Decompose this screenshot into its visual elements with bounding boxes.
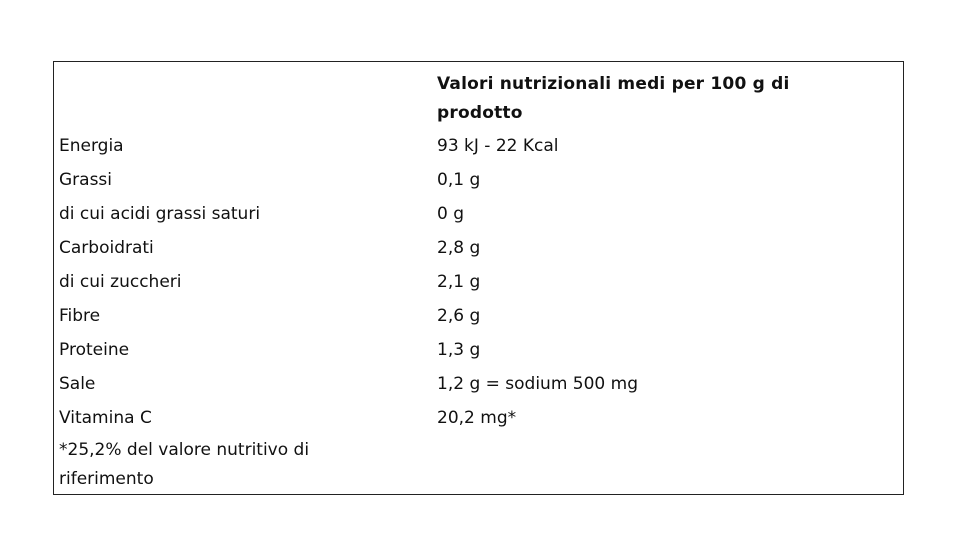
row-label-fibre: Fibre [59,306,101,326]
row-value-vitamina-c: 20,2 mg* [437,408,517,428]
row-label-grassi-saturi: di cui acidi grassi saturi [59,204,261,224]
row-label-proteine: Proteine [59,340,130,360]
row-label-carboidrati: Carboidrati [59,238,154,258]
footnote: *25,2% del valore nutritivo di riferimen… [59,440,310,489]
nutrition-table: Valori nutrizionali medi per 100 g di pr… [53,61,904,495]
row-label-vitamina-c: Vitamina C [59,408,152,428]
row-value-grassi-saturi: 0 g [437,204,465,224]
row-value-zuccheri: 2,1 g [437,272,481,292]
row-value-fibre: 2,6 g [437,306,481,326]
row-value-sale: 1,2 g = sodium 500 mg [437,374,638,394]
row-value-proteine: 1,3 g [437,340,481,360]
table-header: Valori nutrizionali medi per 100 g di pr… [437,74,790,123]
row-label-energia: Energia [59,136,124,156]
row-value-grassi: 0,1 g [437,170,481,190]
row-value-carboidrati: 2,8 g [437,238,481,258]
row-value-energia: 93 kJ - 22 Kcal [437,136,559,156]
row-label-sale: Sale [59,374,96,394]
row-label-grassi: Grassi [59,170,113,190]
row-label-zuccheri: di cui zuccheri [59,272,182,292]
